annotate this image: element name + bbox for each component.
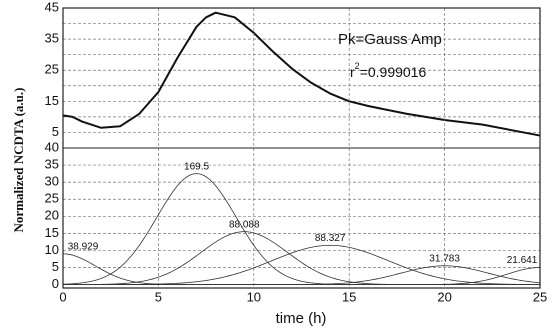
x-tick-label: 15 (342, 289, 356, 304)
x-tick-label: 25 (533, 289, 547, 304)
peak-curve (63, 231, 540, 285)
peak-label: 31.783 (429, 253, 460, 264)
peak-curve (62, 253, 540, 285)
peak-curve (63, 267, 541, 285)
y-tick-label: 25 (45, 62, 59, 77)
peak-label: 88.327 (315, 233, 346, 244)
annotation: Pk=Gauss Amp (338, 31, 442, 48)
y-tick-label: 25 (45, 191, 59, 206)
x-axis-label: time (h) (276, 310, 327, 327)
y-tick-label: 5 (52, 124, 59, 139)
x-tick-label: 0 (59, 289, 66, 304)
annotation-part: =0.999016 (360, 64, 427, 80)
y-tick-label: 0 (52, 276, 59, 291)
peak-label: 169.5 (184, 161, 209, 172)
annotation-part: r (350, 64, 355, 80)
y-tick-label: 20 (45, 208, 59, 223)
fit-curve (62, 11, 541, 137)
y-tick-label: 5 (52, 259, 59, 274)
peak-curve (62, 173, 540, 285)
x-tick-label: 20 (437, 289, 451, 304)
y-tick-label: 15 (45, 93, 59, 108)
y-tick-label: 35 (45, 31, 59, 46)
annotation-part: 2 (355, 61, 360, 71)
peak-label: 88.088 (229, 219, 260, 230)
y-tick-label: 45 (45, 0, 59, 14)
annotation: r2=0.999016 (350, 61, 426, 79)
x-tick-label: 10 (247, 289, 261, 304)
x-tick-label: 5 (155, 289, 162, 304)
peak-label: 21.641 (507, 255, 538, 266)
y-tick-label: 15 (45, 225, 59, 240)
y-axis-label: Normalized NCDTA (a.u.) (11, 88, 26, 233)
peak-label: 38.929 (68, 241, 99, 252)
y-tick-label: 30 (45, 174, 59, 189)
y-tick-label: 10 (45, 242, 59, 257)
y-tick-label: 40 (45, 139, 59, 154)
y-tick-label: 35 (45, 157, 59, 172)
